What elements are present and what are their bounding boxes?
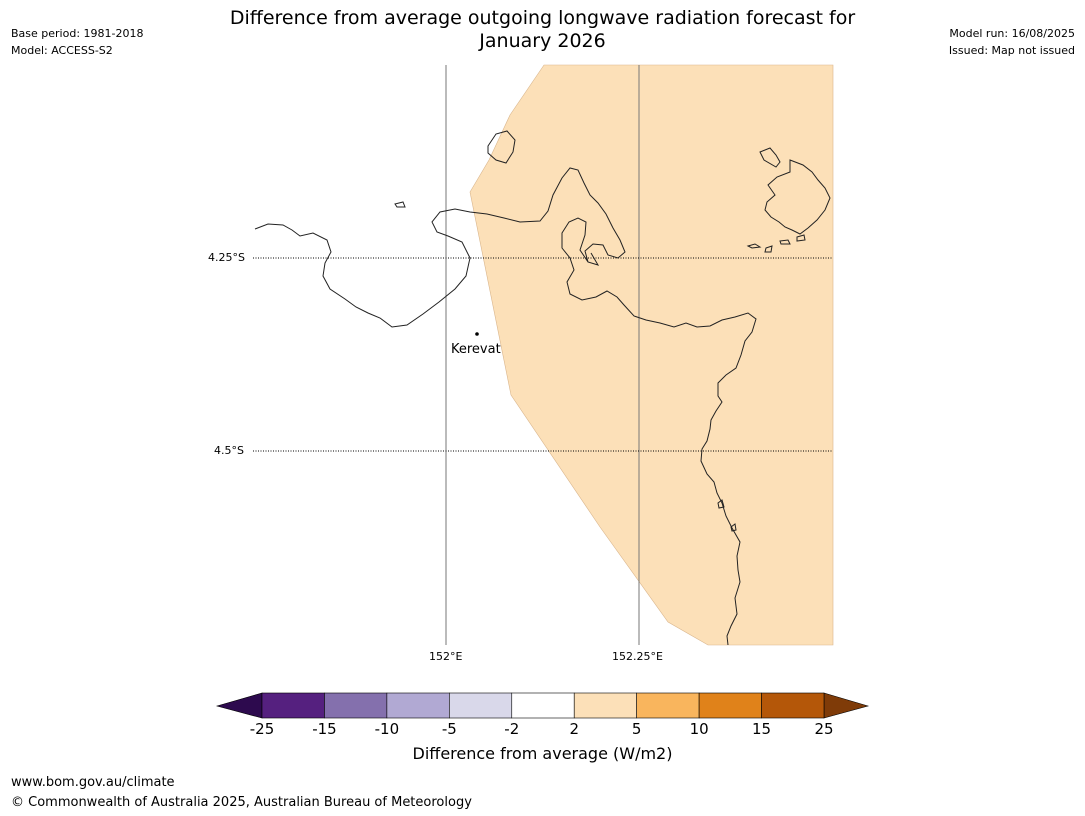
colorbar-segment [573,692,637,719]
title-line-1: Difference from average outgoing longwav… [229,7,856,29]
colorbar [215,692,870,719]
colorbar-label: Difference from average (W/m2) [412,744,673,763]
colorbar-segment [386,692,450,719]
colorbar-tick-label: -5 [441,720,457,738]
colorbar-tick-label: 2 [569,720,579,738]
colorbar-tick-label: 15 [752,720,772,738]
issued-text: Issued: Map not issued [948,44,1075,57]
coastline [254,130,831,646]
kerevat-marker [475,332,479,336]
model-run-text: Model run: 16/08/2025 [949,27,1075,40]
place-label-kerevat: Kerevat [451,342,501,357]
colorbar-segment [261,692,325,719]
colorbar-segment [324,692,388,719]
anomaly-region [469,64,834,646]
colorbar-segment [511,692,575,719]
colorbar-extend-low [215,692,263,719]
colorbar-segment [698,692,762,719]
colorbar-tick-label: 10 [689,720,709,738]
base-period-text: Base period: 1981-2018 [11,27,144,40]
colorbar-extend-high [823,692,870,719]
colorbar-tick-label: -25 [249,720,275,738]
footer-copyright: © Commonwealth of Australia 2025, Austra… [11,795,472,810]
colorbar-tick-label: 5 [631,720,642,738]
lon-label-152-25: 152.25°E [612,650,663,663]
footer-url: www.bom.gov.au/climate [11,775,175,790]
metadata-right: Model run: 16/08/2025 Issued: Map not is… [949,25,1075,59]
lat-label-4-25: 4.25°S [208,251,245,264]
title-line-2: January 2026 [479,30,606,52]
colorbar-tick-label: -15 [312,720,337,738]
colorbar-tick-label: -2 [504,720,520,738]
lat-label-4-5: 4.5°S [214,444,244,457]
colorbar-segment [636,692,700,719]
model-text: Model: ACCESS-S2 [11,44,113,57]
colorbar-tick-label: 25 [814,720,834,738]
lon-label-152: 152°E [429,650,463,663]
colorbar-segment [761,692,825,719]
colorbar-tick-label: -10 [374,720,400,738]
colorbar-segment [449,692,513,719]
map-title: Difference from average outgoing longwav… [190,7,895,53]
metadata-left: Base period: 1981-2018 Model: ACCESS-S2 [11,25,143,59]
